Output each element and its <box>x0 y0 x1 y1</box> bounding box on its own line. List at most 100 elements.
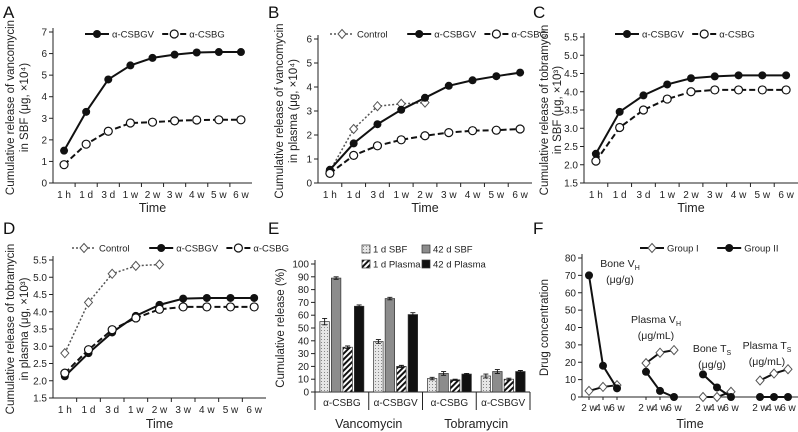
x-tick-label: 4 w <box>652 403 668 414</box>
data-point <box>154 259 165 270</box>
legend-item: α-CSBGV <box>149 244 219 255</box>
y-tick-label: 0 <box>303 388 309 399</box>
data-point <box>713 383 721 392</box>
y-axis-label: in SBF (μg, ×10⁴) <box>19 63 31 152</box>
data-point <box>107 325 117 335</box>
data-point <box>710 72 719 81</box>
x-tick-label: 4 w <box>199 405 215 416</box>
panel-a: A 0 1 2 3 4 5 6 7 Cumulative release of vancomyci… <box>3 3 252 215</box>
legend-marker <box>79 242 89 254</box>
error-bar <box>345 345 351 349</box>
y-tick-label: 60 <box>298 311 310 322</box>
data-point <box>699 370 707 379</box>
x-tick-label: 2 w <box>417 190 433 201</box>
data-point <box>669 344 679 356</box>
data-point <box>599 361 607 370</box>
data-point <box>444 81 453 90</box>
y-tick-label: 10 <box>298 375 310 386</box>
data-point <box>236 115 246 125</box>
y-tick-label: 30 <box>298 349 310 360</box>
data-point <box>663 80 672 89</box>
subgroup-subscript: S <box>787 347 792 354</box>
y-tick-label: 50 <box>565 306 577 317</box>
data-point <box>225 302 236 312</box>
data-point <box>397 105 406 114</box>
legend-marker <box>623 30 631 38</box>
data-point <box>148 53 157 62</box>
error-bar <box>452 378 458 381</box>
subgroup-name: Plasma T <box>743 340 788 352</box>
legend-marker <box>337 28 347 40</box>
data-point <box>170 50 179 59</box>
x-tick-label: 4 w <box>766 403 782 414</box>
error-bar <box>333 276 339 280</box>
data-point <box>782 71 791 80</box>
y-tick-label: 50 <box>298 324 310 335</box>
error-bar <box>483 373 489 379</box>
y-axis-label: Drug concentration <box>539 279 551 376</box>
y-tick-label: 4 <box>306 83 312 94</box>
legend-label: α-CSBG <box>511 30 547 41</box>
x-tick-label: 2 w <box>145 190 161 201</box>
legend-item: 1 d Plasma <box>361 260 421 271</box>
series-csbg <box>59 115 246 170</box>
y-tick-label: 3 <box>306 107 312 118</box>
y-tick-label: 40 <box>298 336 310 347</box>
x-tick-label: 6 w <box>723 403 739 414</box>
legend-marker <box>647 242 657 254</box>
x-tick-label: 1 d <box>347 190 361 201</box>
legend-item: Group II <box>717 244 779 255</box>
data-point <box>372 100 383 112</box>
data-point <box>59 160 69 170</box>
y-tick-label: 2.0 <box>564 160 578 171</box>
legend-label: 42 d SBF <box>433 245 473 256</box>
data-point <box>591 156 601 166</box>
data-point <box>710 85 720 95</box>
error-bar <box>410 312 416 317</box>
x-tick-label: 3 w <box>707 190 723 201</box>
legend-item: α-CSBG <box>226 243 289 255</box>
data-point <box>83 297 94 308</box>
legend-marker <box>233 243 243 253</box>
y-tick-label: 100 <box>292 260 309 271</box>
y-axis-label: Cumulative release of vancomycin <box>5 20 17 195</box>
x-tick-label: 5 w <box>755 190 771 201</box>
y-tick-label: 3.0 <box>564 124 578 135</box>
x-tick-label: 6 w <box>246 405 262 416</box>
data-point <box>126 61 135 70</box>
bar-group <box>480 369 526 393</box>
data-point <box>516 68 525 77</box>
x-tick-label: 1 w <box>393 190 409 201</box>
data-point <box>178 302 188 312</box>
data-point <box>325 168 335 178</box>
data-point <box>756 393 764 401</box>
data-point <box>154 304 165 314</box>
drug-label: Tobramycin <box>444 417 508 431</box>
data-point <box>615 122 625 133</box>
data-point <box>734 71 743 80</box>
series-line <box>595 88 787 162</box>
group-label: α-CSBG <box>431 398 469 409</box>
data-point <box>349 139 358 148</box>
data-point <box>81 139 91 149</box>
data-point <box>60 368 70 378</box>
data-point <box>396 135 406 145</box>
data-point <box>249 302 259 312</box>
subgroup-subscript: S <box>727 350 732 357</box>
x-tick-label: 3 w <box>441 190 457 201</box>
x-axis-label: Time <box>139 201 166 215</box>
legend-label: 42 d Plasma <box>433 260 487 271</box>
x-tick-label: 6 w <box>609 403 625 414</box>
data-point <box>712 391 722 403</box>
legend-marker <box>93 30 101 38</box>
y-axis-label: Cumulative release (%) <box>275 268 287 388</box>
legend-label: α-CSBGV <box>434 30 477 41</box>
x-tick-label: 5 w <box>223 405 239 416</box>
subgroup-label: Plasma TS <box>743 340 792 354</box>
y-axis-label: Cumulative release of vancomycin <box>274 23 286 198</box>
x-tick-label: 5 w <box>211 190 227 201</box>
data-point <box>641 357 651 369</box>
bar <box>515 371 526 393</box>
data-point <box>421 93 429 102</box>
